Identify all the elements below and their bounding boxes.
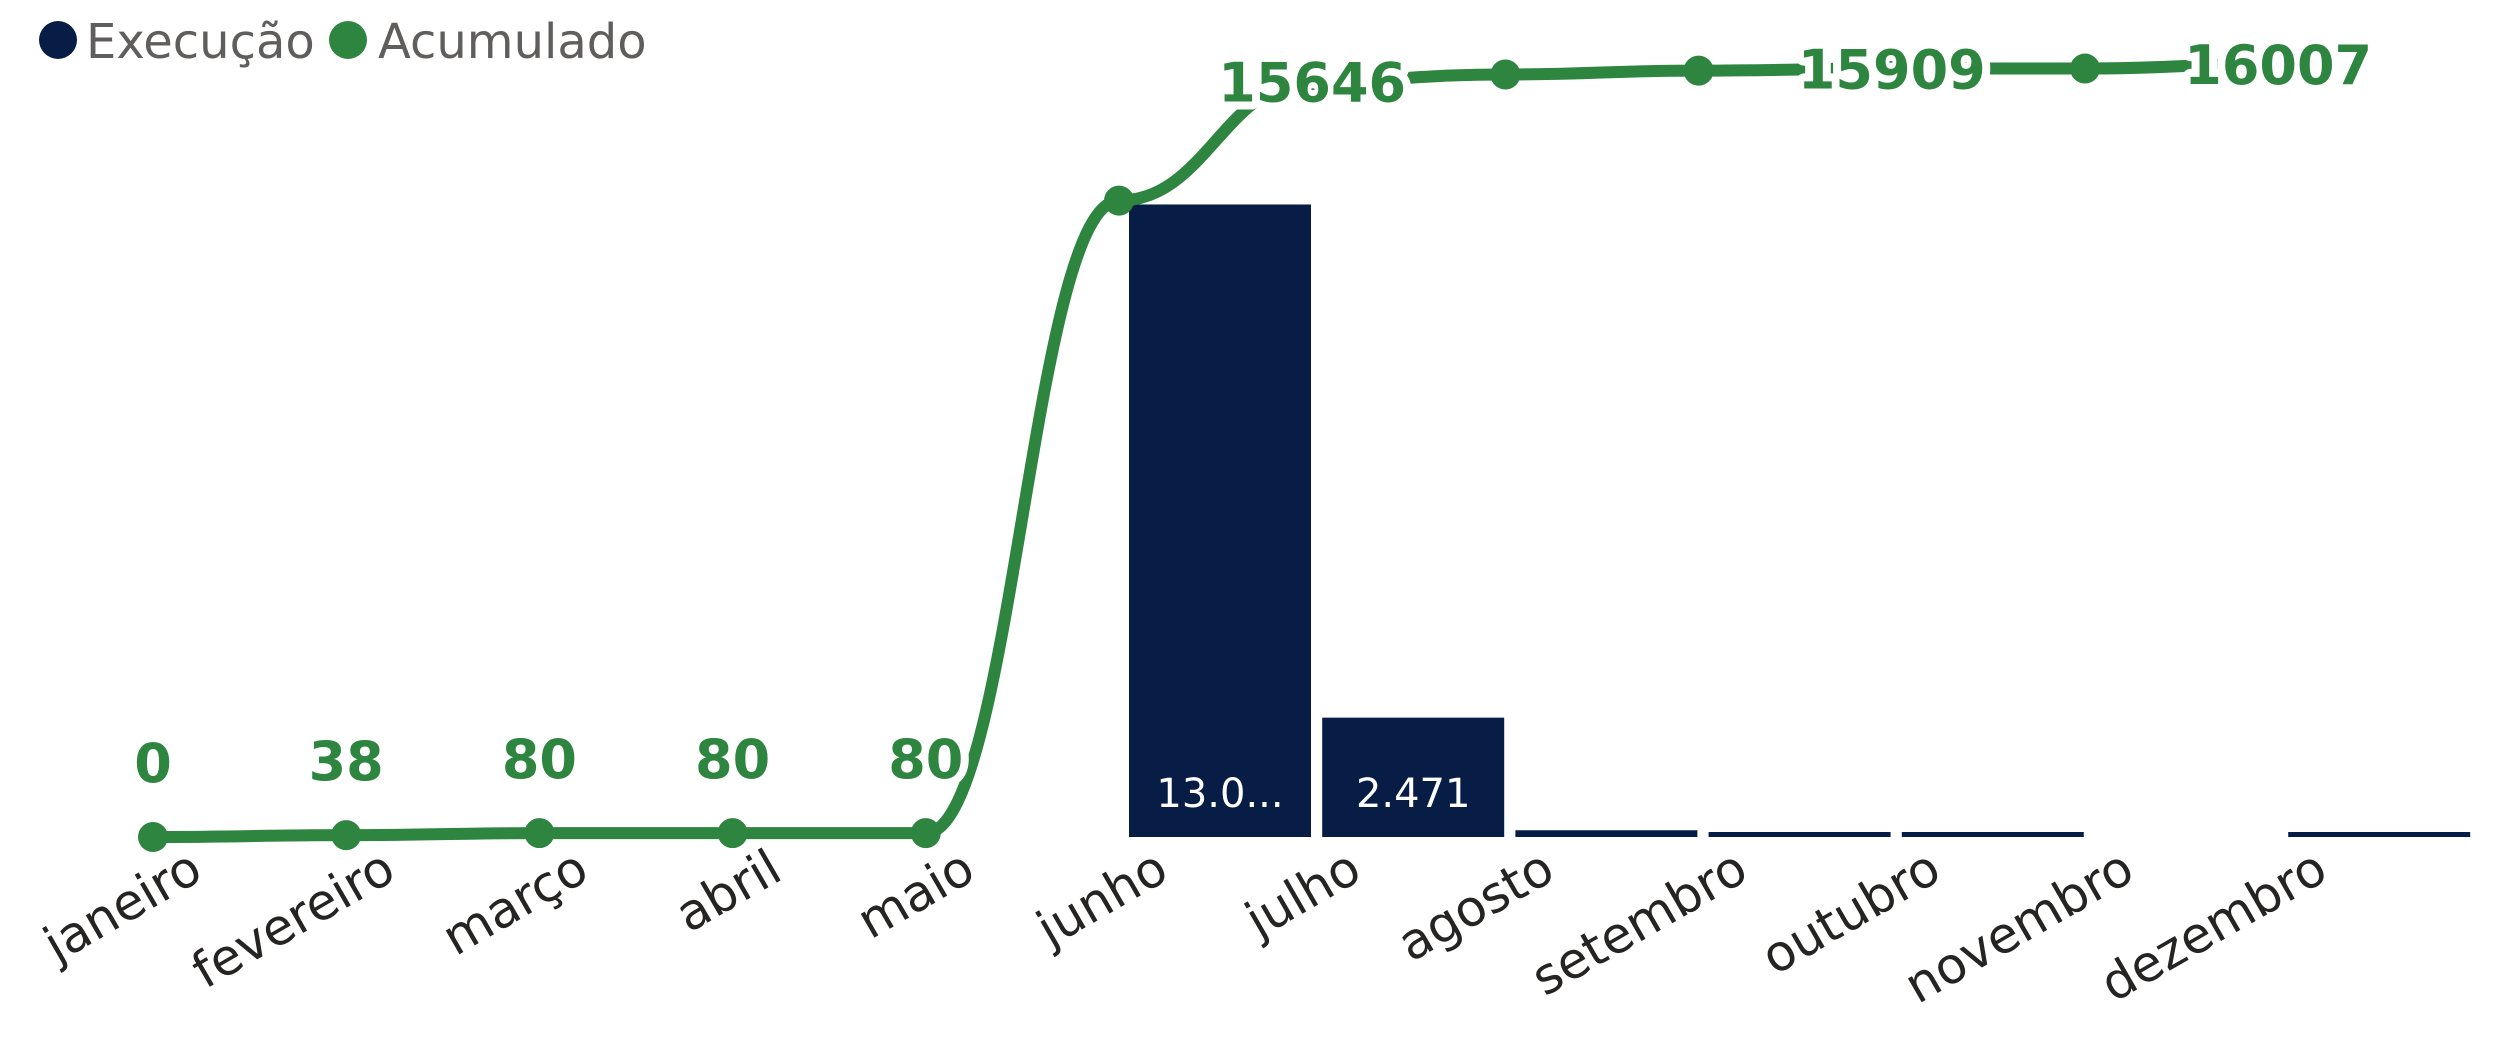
legend-label-acumulado: Acumulado [378,14,647,70]
acumulado-label-março: 80 [502,728,577,791]
acumulado-label-julho: 15646 [1218,51,1406,114]
legend-marker-acumulado [329,21,367,59]
bar-label-julho: 2.471 [1356,771,1471,817]
acumulado-point-dezembro [2263,48,2294,79]
x-tick-abril: abril [666,838,791,944]
bar-junho [1129,204,1311,838]
acumulado-point-agosto [1490,59,1521,90]
acumulado-label-outubro: 15909 [1798,39,1986,102]
acumulado-label-dezembro: 16007 [2184,34,2372,97]
legend-marker-execucao [39,21,77,59]
bar-setembro [1708,832,1891,837]
acumulado-point-novembro [2070,53,2100,84]
x-tick-maio: maio [848,838,984,950]
legend: Execução Acumulado [39,14,647,70]
acumulado-point-fevereiro [331,820,362,851]
x-tick-julho: julho [1235,838,1370,950]
acumulado-point-julho [1297,66,1328,97]
acumulado-point-outubro [1876,53,1907,84]
bar-dezembro [2288,832,2471,837]
acumulado-point-setembro [1683,55,1714,86]
acumulado-label-maio: 80 [888,728,963,791]
acumulado-label-fevereiro: 38 [309,730,384,793]
x-tick-setembro: setembro [1522,838,1757,1007]
legend-label-execucao: Execução [86,14,315,70]
acumulado-point-maio [910,818,941,849]
acumulado-label-janeiro: 0 [134,732,172,795]
acumulado-point-janeiro [138,822,168,852]
execucao-data-labels: 13.0... 2.471 [1156,771,1470,817]
acumulado-point-março [524,818,555,849]
acumulado-label-abril: 80 [695,728,770,791]
execucao-bars [356,204,2471,838]
acumulado-point-junho [1104,185,1134,216]
x-tick-fevereiro: fevereiro [182,838,404,1000]
bar-julho [1322,717,1505,837]
acumulado-point-abril [717,818,748,849]
x-tick-março: março [433,838,598,967]
acumulado-line [138,48,2294,852]
legend-item-acumulado[interactable]: Acumulado [329,14,647,70]
x-tick-junho: junho [1026,838,1177,959]
bar-label-junho: 13.0... [1156,771,1283,817]
bar-agosto [1515,830,1698,837]
legend-item-execucao[interactable]: Execução [39,14,315,70]
bar-outubro [1901,832,2084,837]
acumulado-data-labels: 0 38 80 80 80 15646 15909 16007 [126,26,2380,803]
